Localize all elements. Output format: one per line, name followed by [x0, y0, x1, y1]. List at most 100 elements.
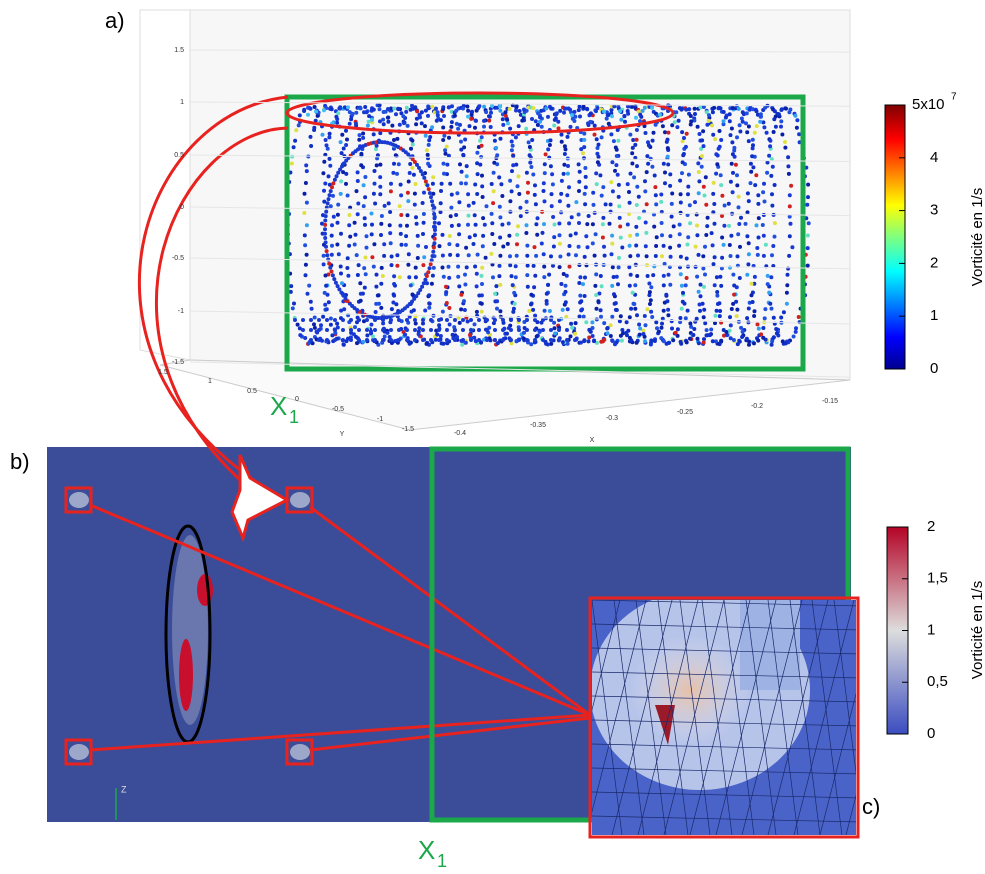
point: [702, 307, 707, 312]
point: [787, 193, 792, 198]
point: [646, 161, 651, 166]
point: [410, 165, 415, 170]
point: [361, 135, 366, 140]
point: [595, 106, 600, 111]
point: [466, 108, 471, 113]
point: [550, 182, 555, 187]
point: [737, 222, 742, 226]
point: [581, 314, 586, 319]
point: [338, 191, 343, 196]
point: [618, 235, 623, 240]
point: [403, 332, 408, 337]
point: [508, 199, 513, 204]
point: [302, 211, 307, 215]
point: [357, 318, 361, 322]
point: [331, 214, 336, 219]
point: [505, 118, 510, 122]
point: [787, 234, 792, 239]
point: [509, 318, 513, 322]
point: [457, 320, 462, 325]
point: [369, 232, 374, 237]
point: [594, 137, 599, 142]
point: [309, 318, 313, 322]
y-tick-label: -0.5: [332, 406, 344, 413]
point: [358, 106, 363, 111]
mesh-edge: [635, 600, 667, 835]
point: [444, 284, 448, 289]
point: [783, 140, 787, 144]
point: [557, 318, 561, 322]
point: [336, 170, 341, 175]
point: [593, 232, 598, 237]
point: [599, 193, 604, 198]
point: [493, 338, 497, 342]
point: [568, 233, 573, 238]
point: [338, 106, 342, 111]
point: [377, 107, 382, 112]
point: [729, 126, 734, 131]
point: [498, 253, 503, 258]
point: [480, 244, 485, 249]
point: [654, 244, 659, 248]
point: [484, 110, 489, 115]
point: [405, 223, 409, 228]
z-tick-label: 0: [180, 204, 184, 211]
point: [772, 221, 777, 226]
point: [424, 341, 429, 346]
point: [386, 107, 390, 112]
point: [484, 204, 489, 209]
point: [497, 274, 502, 279]
point: [340, 164, 344, 169]
point: [602, 321, 607, 326]
point: [563, 300, 568, 305]
point: [806, 195, 810, 200]
point: [309, 144, 314, 148]
point: [434, 118, 439, 123]
point: [577, 221, 581, 225]
colorbar-tick-label: 2: [930, 254, 938, 271]
point: [729, 233, 734, 238]
z-tick-label: 1.5: [174, 47, 184, 54]
point: [517, 318, 521, 322]
point: [429, 338, 433, 342]
point: [767, 290, 772, 295]
point: [466, 222, 470, 227]
point: [635, 313, 639, 318]
point: [643, 179, 647, 184]
point: [576, 162, 581, 167]
point: [560, 307, 565, 312]
point: [345, 256, 350, 261]
point: [636, 194, 641, 199]
point: [457, 284, 462, 289]
point: [695, 233, 700, 238]
point: [727, 328, 732, 333]
point: [734, 299, 739, 304]
point: [613, 145, 618, 150]
point: [772, 183, 777, 187]
point: [549, 254, 553, 259]
point: [695, 336, 700, 341]
point: [539, 124, 544, 129]
point: [805, 202, 810, 207]
point: [731, 272, 736, 277]
point: [582, 191, 587, 196]
point: [570, 113, 574, 118]
point: [770, 339, 775, 344]
point: [531, 263, 536, 268]
point: [541, 189, 546, 193]
point: [347, 243, 352, 248]
point: [768, 138, 773, 143]
point: [378, 131, 383, 136]
point: [646, 143, 651, 148]
point: [424, 274, 429, 278]
point: [755, 112, 760, 117]
point: [633, 306, 638, 311]
point: [745, 272, 750, 277]
point: [584, 234, 589, 239]
point: [491, 170, 496, 175]
point: [317, 318, 321, 322]
point: [548, 138, 553, 143]
point: [736, 205, 741, 210]
point: [769, 342, 774, 347]
point: [381, 117, 386, 122]
